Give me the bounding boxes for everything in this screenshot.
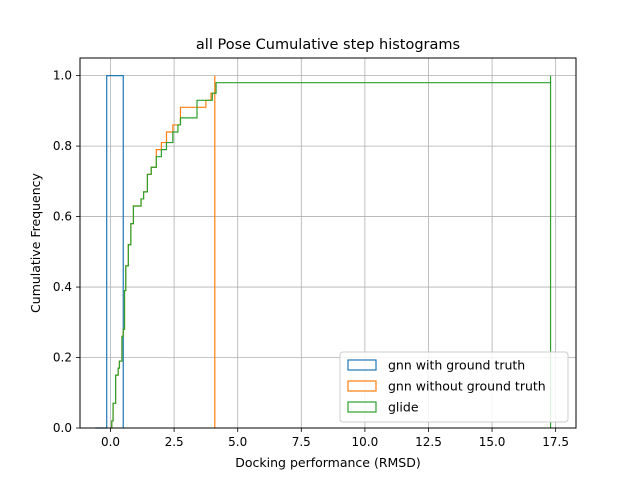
y-tick-label: 0.0 <box>53 421 72 435</box>
x-axis: 0.0 2.5 5.0 7.5 10.0 12.5 15.0 17.5 <box>101 428 569 449</box>
x-tick-label: 10.0 <box>352 435 379 449</box>
x-tick-label: 15.0 <box>479 435 506 449</box>
legend-box <box>339 351 569 423</box>
legend: gnn with ground truth gnn without ground … <box>339 351 569 423</box>
legend-label-2: glide <box>388 400 419 415</box>
y-tick-label: 0.8 <box>53 139 72 153</box>
x-tick-label: 12.5 <box>415 435 442 449</box>
y-tick-label: 0.4 <box>53 280 72 294</box>
x-tick-label: 0.0 <box>101 435 120 449</box>
y-axis-label: Cumulative Frequency <box>28 172 43 312</box>
legend-swatch-0 <box>347 359 377 371</box>
x-tick-label: 5.0 <box>228 435 247 449</box>
x-tick-label: 7.5 <box>292 435 311 449</box>
legend-label-1: gnn without ground truth <box>388 379 546 394</box>
y-tick-label: 0.6 <box>53 210 72 224</box>
chart-title: all Pose Cumulative step histograms <box>196 37 460 53</box>
legend-swatch-1 <box>347 380 377 392</box>
x-tick-label: 17.5 <box>542 435 569 449</box>
y-tick-label: 1.0 <box>53 69 72 83</box>
y-axis: 0.0 0.2 0.4 0.6 0.8 1.0 <box>53 69 80 435</box>
legend-items: gnn with ground truth gnn without ground … <box>347 358 546 415</box>
plot-frame <box>79 57 577 429</box>
series-step-line-2 <box>111 75 552 428</box>
x-tick-label: 2.5 <box>165 435 184 449</box>
y-tick-label: 0.2 <box>53 351 72 365</box>
x-axis-label: Docking performance (RMSD) <box>235 455 421 470</box>
legend-swatch-2 <box>347 401 377 413</box>
legend-label-0: gnn with ground truth <box>388 358 525 373</box>
